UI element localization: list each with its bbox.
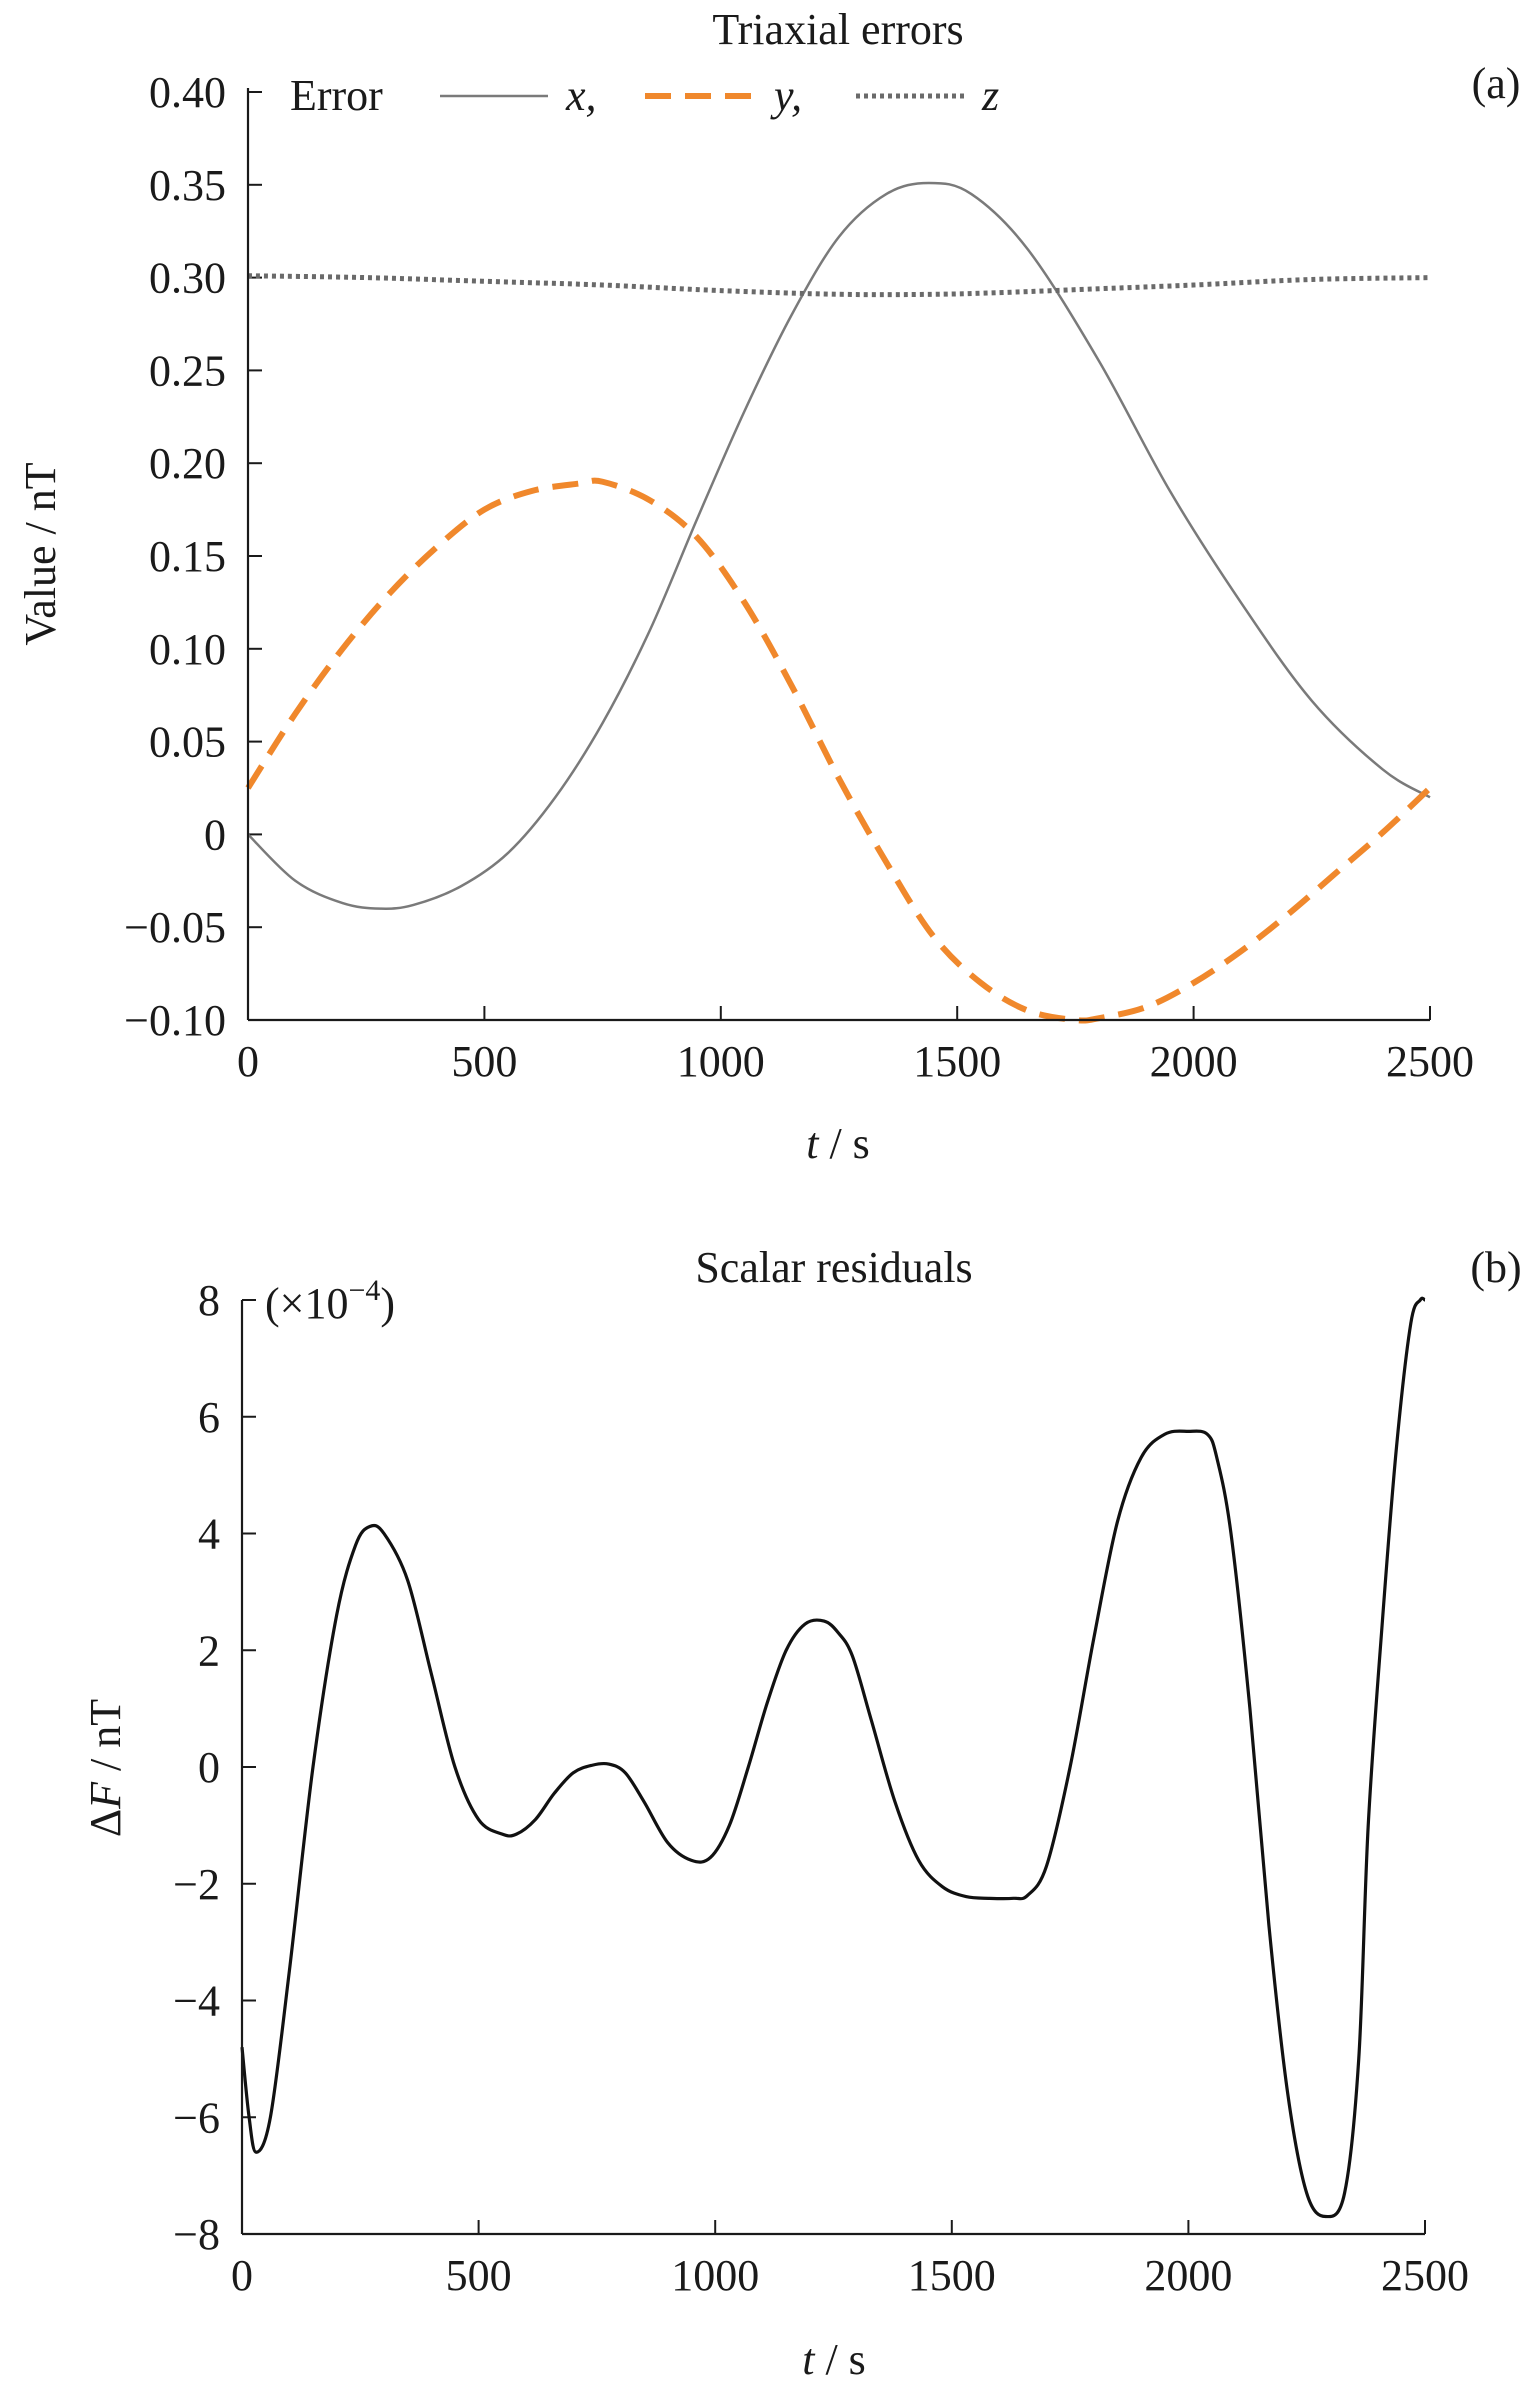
y-tick-label: 0.25 — [149, 346, 226, 395]
panel-b-x-tick-labels: 0 500 1000 1500 2000 2500 — [231, 2251, 1469, 2300]
panel-b-y-tick-labels: 8 6 4 2 0 −2 −4 −6 −8 — [173, 1276, 220, 2259]
x-tick-label: 2500 — [1386, 1037, 1474, 1086]
legend-title: Error — [290, 71, 383, 120]
legend-label-z: z — [981, 71, 999, 120]
y-tick-label: 4 — [198, 1510, 220, 1559]
y-tick-label: −6 — [173, 2093, 220, 2142]
panel-a-label: (a) — [1472, 59, 1521, 108]
y-tick-label: −0.05 — [124, 903, 226, 952]
x-tick-label: 2500 — [1381, 2251, 1469, 2300]
y-tick-label: 0 — [198, 1743, 220, 1792]
x-tick-label: 1500 — [913, 1037, 1001, 1086]
x-tick-label: 500 — [451, 1037, 517, 1086]
x-tick-label: 1500 — [908, 2251, 996, 2300]
y-tick-label: 0.10 — [149, 625, 226, 674]
panel-a-legend: Error x, y, z — [290, 71, 999, 120]
x-tick-label: 2000 — [1150, 1037, 1238, 1086]
panel-a-y-tick-labels: 0.40 0.35 0.30 0.25 0.20 0.15 0.10 0.05 0 −0.05 −0… — [124, 68, 226, 1045]
y-tick-label: 0.35 — [149, 161, 226, 210]
series-line-y — [245, 477, 1433, 1024]
legend-label-y: y, — [770, 71, 802, 120]
series-line-x — [247, 181, 1431, 910]
scale-note-close: ) — [380, 1279, 395, 1328]
series-line-residual — [240, 1296, 1426, 2219]
panel-b-x-axis-label: t / s — [802, 2335, 866, 2384]
panel-b-scale-note: (×10−4) — [265, 1274, 395, 1328]
scale-note-exponent: −4 — [348, 1274, 380, 1307]
panel-a-y-axis-label: Value / nT — [16, 462, 65, 645]
panel-b-scalar-residuals: Scalar residuals (b) (×10−4) 86420−2−4−6… — [81, 1243, 1522, 2384]
panel-a-x-tick-labels: 0 500 1000 1500 2000 2500 — [237, 1037, 1474, 1086]
y-tick-label: −4 — [173, 1977, 220, 2026]
panel-a-x-axis-unit: / s — [818, 1119, 869, 1168]
x-tick-label: 0 — [231, 2251, 253, 2300]
x-tick-label: 2000 — [1144, 2251, 1232, 2300]
panel-a-x-axis-label: t / s — [806, 1119, 870, 1168]
y-tick-label: 0.05 — [149, 718, 226, 767]
y-tick-label: 0.15 — [149, 532, 226, 581]
panel-a-title: Triaxial errors — [712, 5, 963, 54]
panel-b-x-axis-var: t — [802, 2335, 816, 2384]
panel-a-triaxial-errors: Triaxial errors (a) 0.40 0.35 0.30 0.25 0.20… — [16, 5, 1520, 1168]
panel-b-series — [240, 1296, 1426, 2219]
panel-b-y-axis-label: ΔF / nT — [81, 1699, 130, 1837]
panel-b-title: Scalar residuals — [695, 1243, 972, 1292]
x-tick-label: 1000 — [677, 1037, 765, 1086]
y-tick-label: 0 — [204, 810, 226, 859]
x-tick-label: 500 — [446, 2251, 512, 2300]
panel-a-series — [245, 181, 1433, 1024]
x-tick-label: 0 — [237, 1037, 259, 1086]
panel-a-x-axis-var: t — [806, 1119, 820, 1168]
panel-b-tick-marks — [241, 1299, 1426, 2235]
y-tick-label: −2 — [173, 1860, 220, 1909]
y-tick-label: −0.10 — [124, 996, 226, 1045]
panel-b-y-axis-prefix: Δ — [81, 1809, 130, 1837]
y-tick-label: 0.40 — [149, 68, 226, 117]
y-tick-label: 0.30 — [149, 254, 226, 303]
panel-b-x-axis-unit: / s — [814, 2335, 865, 2384]
panel-b-label: (b) — [1470, 1243, 1521, 1292]
panel-b-y-axis-unit: / nT — [81, 1699, 130, 1782]
x-tick-label: 1000 — [671, 2251, 759, 2300]
scale-note-base: (×10 — [265, 1279, 348, 1328]
y-tick-label: 6 — [198, 1393, 220, 1442]
y-tick-label: 8 — [198, 1276, 220, 1325]
panel-b-y-axis-var: F — [81, 1781, 130, 1810]
y-tick-label: 2 — [198, 1626, 220, 1675]
y-tick-label: −8 — [173, 2210, 220, 2259]
legend-label-x: x, — [565, 71, 597, 120]
y-tick-label: 0.20 — [149, 439, 226, 488]
series-line-z — [247, 273, 1431, 298]
